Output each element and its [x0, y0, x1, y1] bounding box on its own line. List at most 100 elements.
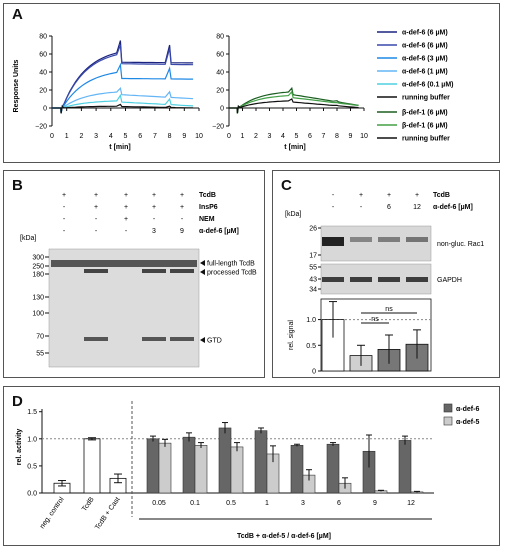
condition-value: + [180, 192, 184, 199]
panel-b-condition-table: + + + + + TcdB - + + + + InsP6 - - + - - NEM - - - 3 9 α-def-6 … [62, 192, 239, 235]
marker-label: 250 [32, 264, 44, 271]
legend-label: running buffer [402, 95, 450, 102]
panel-a-right-ytick-label: 40 [216, 70, 224, 77]
sensorgram-beta-def1-6uM-a [229, 86, 359, 114]
condition-value: 3 [152, 228, 156, 235]
control-label: neg. control [39, 496, 66, 530]
condition-value: + [359, 192, 363, 199]
rac1-band [378, 237, 400, 242]
legend-label: α-def-6 (1 µM) [402, 69, 448, 76]
legend-label: α-def-6 (6 µM) [402, 43, 448, 50]
marker-label: 26 [309, 226, 317, 233]
category-label: 1 [265, 500, 269, 507]
rac1-band [322, 237, 344, 246]
panel-c-rac1-label: non-gluc. Rac1 [437, 241, 484, 248]
panel-d: D rel. activity 1.5 1.0 0.5 0.0 neg. control… [3, 386, 500, 546]
panel-b-band-labels: full-length TcdB processed TcdB GTD [200, 260, 257, 345]
panel-a-left-xtick-label: 3 [94, 133, 98, 140]
condition-label: TcdB [433, 192, 450, 199]
panel-c-condition-table: - + + + TcdB - - 6 12 α-def-6 [µM] [332, 192, 473, 211]
series-bar [230, 446, 244, 494]
processed-band [84, 269, 108, 273]
gtd-band [170, 337, 194, 341]
full-length-band [51, 260, 197, 267]
marker-label: 55 [309, 265, 317, 272]
condition-value: + [152, 204, 156, 211]
condition-value: - [95, 228, 98, 235]
panel-a-left-xtick-label: 7 [153, 133, 157, 140]
panel-d-xlabel: TcdB + α-def-5 / α-def-6 [µM] [237, 533, 331, 540]
panel-a-left-xtick-label: 5 [124, 133, 128, 140]
panel-a-right-ytick-label: 20 [216, 88, 224, 95]
legend-label: α-def-6 (0.1 µM) [402, 82, 454, 89]
band-label: GTD [207, 338, 222, 345]
condition-value: + [152, 192, 156, 199]
panel-c-gapdh-label: GAPDH [437, 277, 462, 284]
series-bar [290, 445, 304, 494]
marker-label: 34 [309, 287, 317, 294]
condition-value: + [124, 192, 128, 199]
panel-a-right-xtick-label: 3 [268, 133, 272, 140]
panel-a-left-xtick-label: 6 [138, 133, 142, 140]
panel-a-xlabel-left: t [min] [109, 144, 130, 151]
panel-a-right-xtick-label: 4 [281, 133, 285, 140]
panel-c-western: - + + + TcdB - - 6 12 α-def-6 [µM] [kDa] 26 17 55 43… [285, 192, 484, 376]
condition-value: 6 [387, 204, 391, 211]
condition-value: - [63, 216, 66, 223]
gtd-band [142, 337, 166, 341]
marker-label: 300 [32, 255, 44, 262]
series-bar [146, 438, 160, 494]
sensorgram-beta-def1-6uM-b [229, 90, 359, 114]
panel-a-right-ytick-label: −20 [212, 124, 224, 131]
panel-a-right-ytick-label: 80 [216, 34, 224, 41]
panel-a-left-xtick-label: 9 [182, 133, 186, 140]
control-label: TcdB + Cast [94, 496, 122, 531]
panel-a-left-xtick-label: 10 [195, 133, 203, 140]
sensorgram-alpha-def6-3uM [52, 62, 194, 114]
condition-label: InsP6 [199, 204, 218, 211]
condition-value: - [332, 192, 335, 199]
band-label: processed TcdB [207, 270, 257, 277]
sensorgram-alpha-def6-6uM-b [52, 44, 194, 114]
panel-b-kda-label: [kDa] [20, 235, 36, 242]
condition-value: + [415, 192, 419, 199]
condition-value: + [180, 204, 184, 211]
panel-a-right-xtick-label: 8 [335, 133, 339, 140]
series-bar [182, 436, 196, 494]
panel-a-left-xtick-label: 2 [79, 133, 83, 140]
panel-a-left-xtick-label: 8 [168, 133, 172, 140]
sensorgram-alpha-def6-0.1uM [52, 93, 194, 114]
sensorgram-running-buffer-left [52, 103, 194, 114]
condition-label: NEM [199, 216, 215, 223]
sensorgram-running-buffer-right [229, 98, 359, 114]
gapdh-band [406, 277, 428, 282]
condition-value: + [62, 192, 66, 199]
panel-a-left-ytick-label: −20 [35, 124, 47, 131]
condition-value: - [63, 228, 66, 235]
panel-a-right-ytick-label: 0 [220, 106, 224, 113]
series-bar [254, 430, 268, 494]
panel-a-right-xtick-label: 5 [295, 133, 299, 140]
condition-label: α-def-6 [µM] [199, 228, 239, 235]
panel-a-right-xtick-label: 6 [308, 133, 312, 140]
series-bar [398, 440, 412, 494]
marker-label: 55 [36, 351, 44, 358]
ns-label: ns [371, 316, 379, 323]
legend-label: β-def-1 (6 µM) [402, 123, 448, 130]
panel-a-right-xtick-label: 2 [254, 133, 258, 140]
panel-a-ylabel: Response Units [13, 59, 20, 112]
panel-a-left-ytick-label: 60 [39, 52, 47, 59]
legend-label: α-def-6 [456, 406, 479, 413]
panel-a-xlabel-right: t [min] [284, 144, 305, 151]
panel-a-left-xtick-label: 1 [65, 133, 69, 140]
ns-label: ns [385, 306, 393, 313]
panel-c-plot-frame [320, 298, 432, 372]
series-bar [218, 427, 232, 494]
panel-a-right-xtick-label: 0 [227, 133, 231, 140]
ytick-label: 0 [312, 369, 316, 376]
marker-label: 180 [32, 272, 44, 279]
